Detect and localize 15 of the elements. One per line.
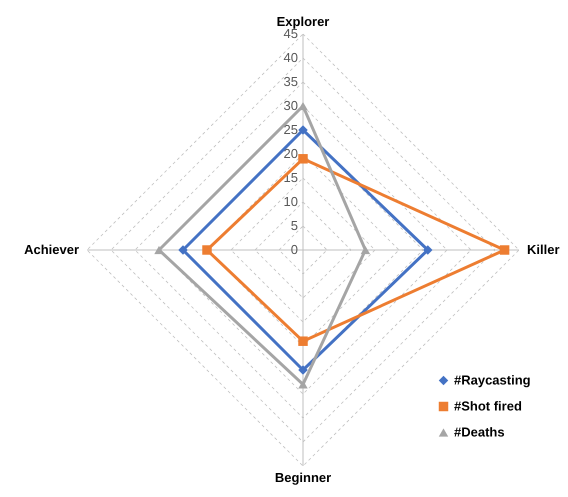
y-tick-label: 5 (290, 218, 298, 233)
y-tick-label: 10 (284, 194, 298, 209)
legend-label: #Deaths (454, 424, 505, 440)
spoke-label: Explorer (276, 14, 330, 29)
y-tick-label: 25 (284, 122, 298, 137)
y-tick-label: 0 (290, 242, 298, 257)
y-tick-label: 35 (284, 74, 298, 89)
legend-label: #Shot fired (454, 398, 522, 414)
spoke-label: Achiever (24, 242, 79, 257)
y-tick-label: 30 (284, 98, 298, 113)
y-tick-label: 40 (284, 50, 298, 65)
spoke-label: Beginner (274, 470, 332, 485)
legend-label: #Raycasting (454, 372, 531, 388)
y-tick-label: 20 (284, 146, 298, 161)
spoke-label: Killer (527, 242, 560, 257)
